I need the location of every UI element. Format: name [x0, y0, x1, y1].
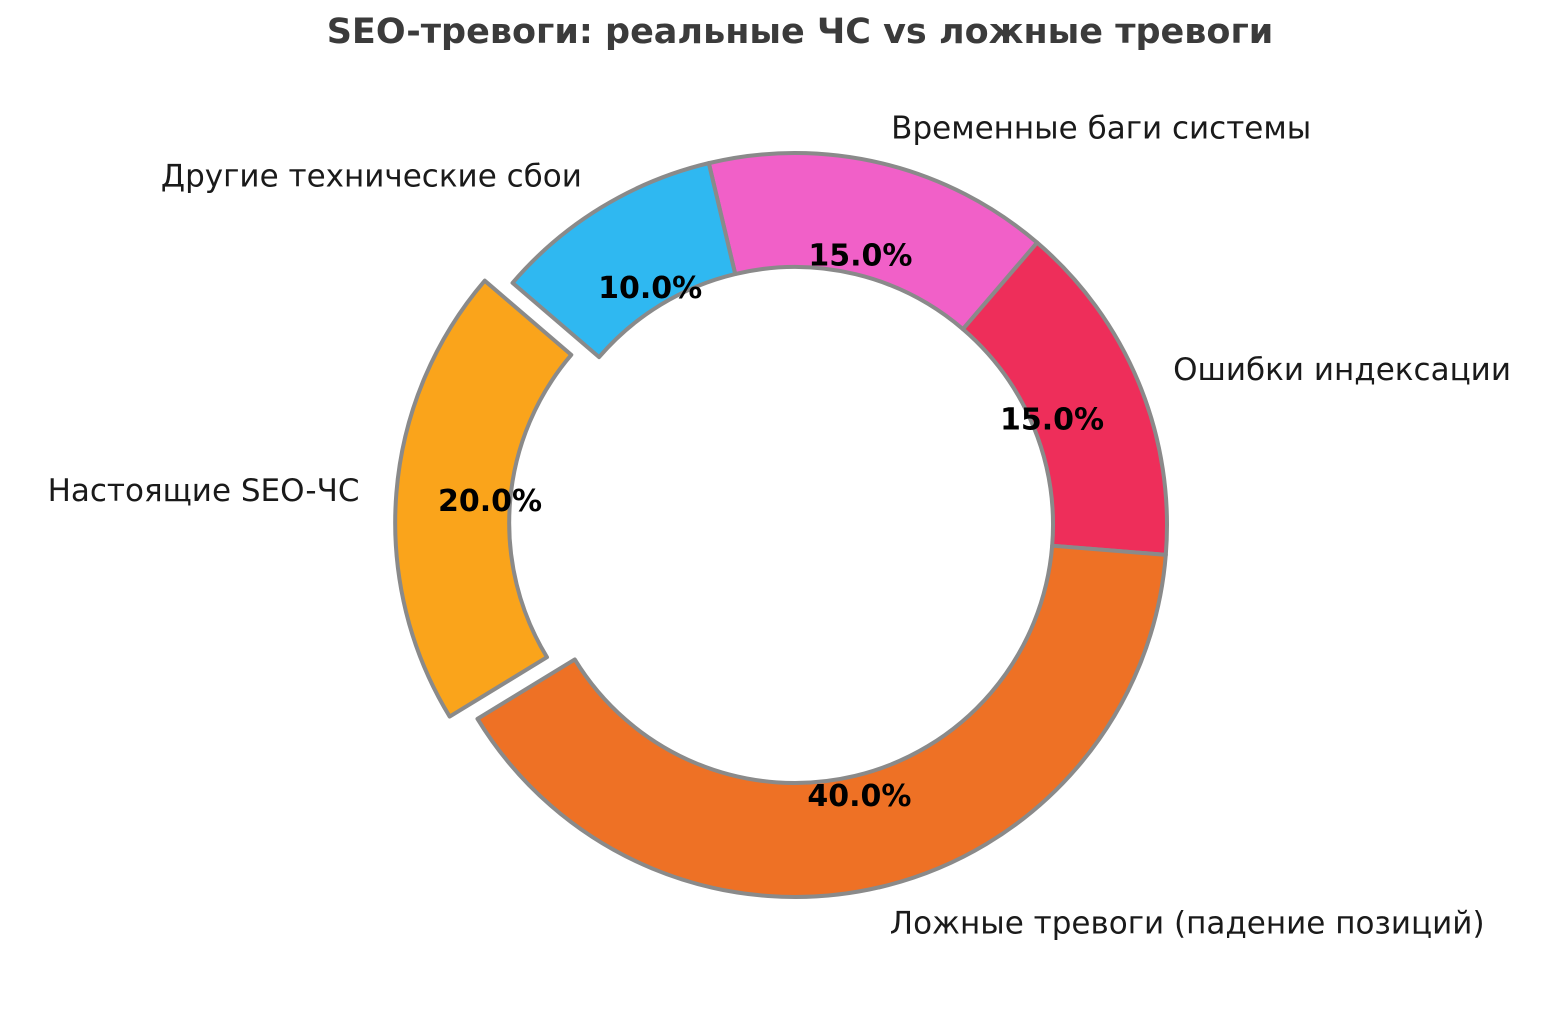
slice-label-4: Настоящие SEO-ЧС	[48, 473, 360, 509]
pie-segment-4	[393, 278, 574, 719]
percent-label-4: 20.0%	[438, 484, 542, 519]
slice-label-1: Ошибки индексации	[1173, 352, 1511, 388]
slice-label-2: Временные баги системы	[891, 110, 1311, 146]
slice-label-3: Другие технические сбои	[161, 159, 582, 195]
slice-label-5: Ложные тревоги (падение позиций)	[890, 906, 1485, 942]
percent-label-1: 15.0%	[1000, 403, 1104, 438]
percent-label-5: 40.0%	[807, 779, 911, 814]
percent-label-2: 15.0%	[808, 238, 912, 273]
pie-segment-5	[475, 543, 1168, 899]
chart-title: SEO-тревоги: реальные ЧС vs ложные трево…	[326, 12, 1274, 52]
percent-label-3: 10.0%	[598, 271, 702, 306]
pie-segment-3	[510, 161, 738, 360]
